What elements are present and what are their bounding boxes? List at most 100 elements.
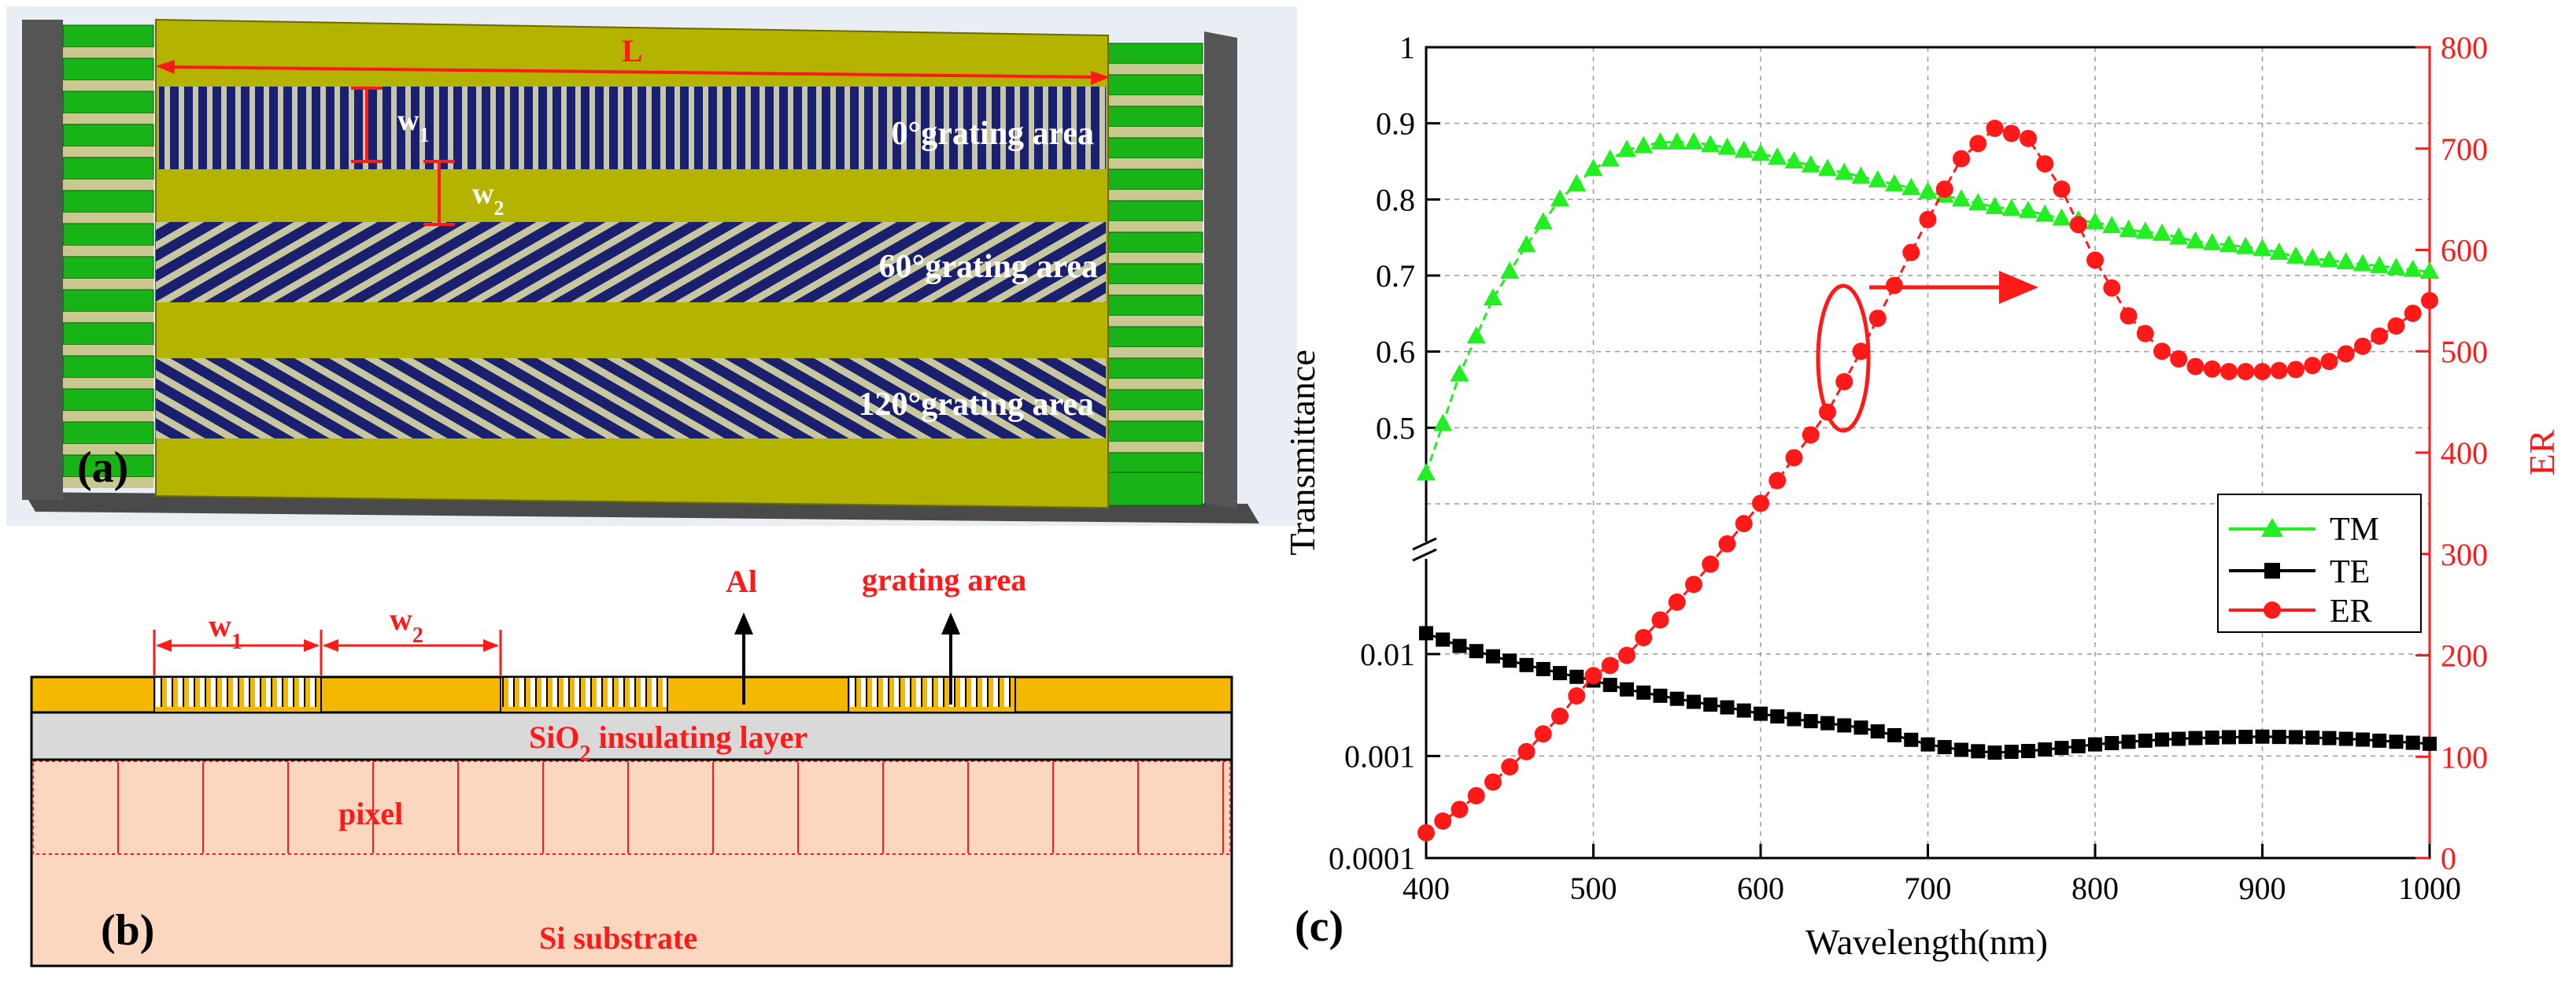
series-er-point	[1852, 342, 1870, 361]
series-er-point	[2036, 155, 2054, 173]
right-pad	[1107, 137, 1203, 159]
right-pad	[1107, 200, 1203, 222]
series-tm-point	[2269, 242, 2289, 260]
series-tm-point	[2052, 208, 2072, 226]
series-te-point	[1720, 700, 1735, 715]
series-er-point	[1868, 309, 1887, 327]
series-er-point	[1986, 120, 2004, 137]
x-tick-label: 900	[2239, 871, 2286, 906]
series-te-point	[1870, 724, 1885, 739]
series-te-point	[2423, 736, 2437, 751]
x-tick-label: 700	[1905, 871, 1952, 906]
series-tm-point	[1600, 149, 1620, 167]
series-er-point	[1584, 667, 1602, 685]
series-te-point	[1620, 682, 1634, 697]
series-er-point	[1417, 823, 1435, 842]
series-tm-point	[2202, 232, 2222, 250]
series-te-point	[1553, 666, 1567, 681]
series-tm-point	[2019, 200, 2038, 218]
series-tm-point	[1533, 212, 1553, 230]
left-pad	[62, 355, 154, 379]
series-te-point	[2255, 729, 2270, 744]
series-te-point	[1469, 644, 1484, 659]
x-tick-label: 800	[2072, 871, 2119, 906]
grating-0-label: 0°grating area	[892, 116, 1094, 152]
series-te-point	[1636, 685, 1651, 700]
grating-pointer-head	[941, 612, 960, 634]
right-pad-gap	[1108, 316, 1203, 327]
series-er-point	[1718, 535, 1736, 553]
series-tm-point	[1851, 166, 1871, 184]
legend-tm-label: TM	[2330, 512, 2379, 548]
series-er-point	[1501, 758, 1519, 776]
left-pad-gap	[63, 47, 153, 58]
left-pad	[62, 388, 154, 412]
series-te-point	[2121, 734, 2136, 749]
series-er-point	[1935, 180, 1953, 198]
series-tm-point	[1734, 140, 1754, 158]
series-er-point	[2421, 291, 2438, 309]
pixel-row	[32, 760, 1231, 855]
series-te-point	[1837, 718, 1852, 733]
series-tm-point	[2370, 255, 2389, 273]
series-te-point	[2038, 742, 2053, 757]
series-er-point	[1551, 707, 1569, 725]
axis-break-mark-1	[1412, 537, 1437, 551]
right-pad	[1107, 452, 1203, 474]
series-tm-point	[2353, 253, 2372, 272]
series-er-point	[1685, 575, 1702, 594]
series-te-point	[1770, 709, 1785, 724]
series-tm-point	[1801, 154, 1820, 172]
y-left-axis-label: Transmittance	[1282, 350, 1322, 556]
left-tick-label: 0.001	[1344, 738, 1415, 774]
series-tm-point	[2236, 236, 2256, 254]
series-te-point	[1971, 744, 1986, 759]
al-label: Al	[726, 564, 757, 599]
series-te-point	[2205, 731, 2219, 745]
series-er-point	[2387, 317, 2405, 335]
series-er-point	[2153, 342, 2171, 361]
series-tm-point	[2186, 231, 2205, 249]
series-te-point	[2389, 734, 2404, 749]
series-er-point	[2020, 129, 2037, 147]
panel-a-3d-device: L w1 w2 0°grating area 60°grating area 1…	[6, 6, 1297, 526]
x-axis-label: Wavelength(nm)	[1805, 922, 2048, 962]
legend: TM TE ER	[2217, 494, 2422, 633]
series-er-point	[2002, 124, 2020, 142]
left-pad	[62, 124, 154, 147]
left-pad-gap	[63, 345, 153, 356]
legend-tm-marker	[2261, 518, 2283, 537]
right-pad-gap	[1108, 158, 1203, 169]
left-pad-gap	[63, 411, 153, 422]
series-er-point	[1451, 801, 1469, 819]
x-axis-ticks: 400 500 600 700 800 900 1000	[1403, 844, 2461, 906]
sio2-label: SiO2 insulating layer	[529, 720, 808, 766]
series-te-point	[1569, 669, 1584, 684]
series-tm-point	[2035, 204, 2055, 222]
panel-c-chart: 400 500 600 700 800 900 1000 0.50.60.70.80.910…	[1282, 30, 2562, 962]
left-tick-label: 0.9	[1376, 106, 1415, 142]
series-te-point	[2322, 731, 2337, 745]
left-tick-label: 0.8	[1376, 182, 1415, 217]
series-er-point	[2053, 180, 2071, 198]
right-pad-gap	[1108, 127, 1203, 138]
series-tm-point	[1667, 131, 1687, 150]
series-er-point	[2354, 337, 2371, 355]
base-slab	[24, 492, 1259, 523]
series-er-point	[2320, 353, 2338, 371]
left-pad-gap	[63, 179, 153, 191]
grating-60-label: 60°grating area	[879, 249, 1098, 285]
er-annotation-ellipse	[1816, 283, 1871, 433]
series-tm-point	[1584, 158, 1603, 176]
w1-label: w1	[397, 104, 429, 146]
right-pad	[1107, 389, 1203, 411]
series-tm-point	[2086, 212, 2105, 230]
right-tick-label: 100	[2441, 739, 2488, 775]
right-pad	[1107, 294, 1203, 316]
series-te-point	[1519, 657, 1534, 672]
left-frame	[22, 20, 63, 500]
series-tm-point	[1567, 174, 1587, 191]
series-te-point	[1419, 626, 1433, 641]
series-er-point	[2069, 216, 2087, 234]
series-te-point	[2155, 732, 2169, 747]
